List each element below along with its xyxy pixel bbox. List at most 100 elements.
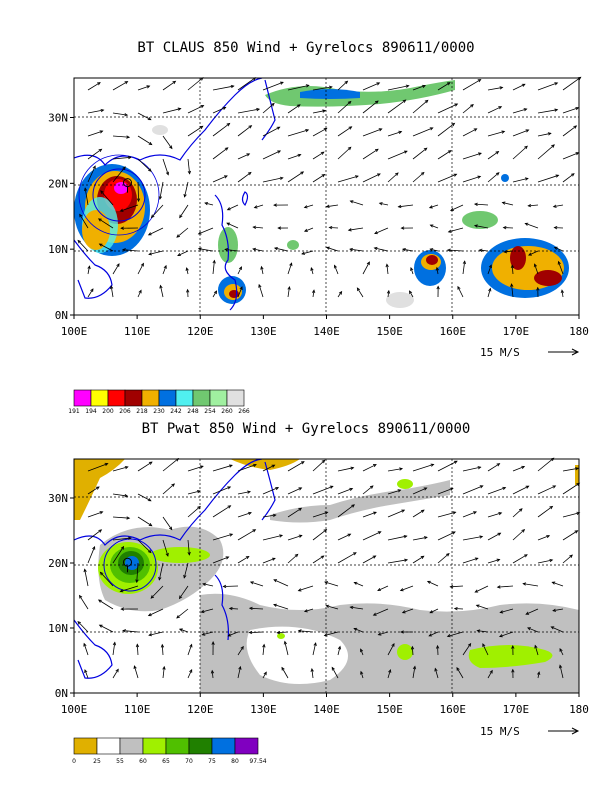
wind-vector	[487, 130, 506, 137]
wind-vector	[333, 264, 339, 275]
wind-vector	[552, 204, 564, 208]
wind-vector	[312, 109, 327, 114]
wind-vector	[187, 77, 204, 91]
wind-vector	[337, 533, 352, 541]
wind-vector	[457, 285, 464, 298]
wind-vector	[183, 181, 189, 198]
wind-vector	[120, 607, 139, 611]
wind-vector	[512, 108, 528, 114]
wind-vector	[176, 608, 189, 619]
wind-vector	[287, 553, 299, 564]
wind-vector	[262, 464, 276, 472]
wind-vector	[77, 239, 89, 252]
wind-vector	[553, 246, 564, 252]
wind-vector	[362, 82, 381, 91]
wind-vector	[462, 511, 478, 518]
colorbar-swatch	[175, 389, 194, 407]
wind-vector	[337, 175, 359, 183]
wind-vector	[435, 644, 440, 656]
wind-vector	[537, 457, 555, 472]
wind-vector	[410, 645, 415, 656]
wind-vector	[237, 171, 252, 183]
wind-vector	[362, 511, 377, 518]
wind-vector	[135, 643, 140, 656]
wind-vector	[551, 581, 564, 587]
wind-vector	[137, 516, 153, 527]
wind-vector	[362, 148, 379, 160]
wind-vector	[197, 247, 214, 252]
colorbar-label: 55	[116, 758, 124, 765]
wind-vector	[287, 171, 305, 183]
x-tick-label: 100E	[61, 703, 88, 716]
wind-vector	[377, 631, 389, 636]
wind-vector	[387, 99, 407, 114]
colorbar-label: 191	[68, 408, 80, 415]
wind-vector	[287, 487, 303, 495]
wind-vector	[533, 263, 539, 275]
colorbar-label: 230	[153, 408, 165, 415]
wind-vector	[79, 213, 89, 229]
wind-vector	[337, 466, 355, 472]
wind-vector	[362, 464, 377, 472]
wind-vector	[158, 562, 164, 581]
wind-vector	[312, 173, 326, 183]
wind-vector	[401, 247, 414, 252]
wind-vector	[262, 534, 284, 541]
wind-vector	[462, 642, 472, 656]
wind-vector	[273, 246, 289, 252]
y-tick-label: 10N	[48, 243, 68, 256]
wind-vector	[474, 585, 489, 593]
y-tick-label: 20N	[48, 177, 68, 190]
wind-vector	[537, 132, 552, 137]
wind-vector	[119, 585, 139, 593]
wind-vector	[387, 534, 408, 541]
wind-vector	[428, 631, 439, 637]
wind-vector	[112, 641, 117, 656]
wind-vector	[303, 204, 314, 209]
claus-north-band-core	[300, 89, 360, 99]
wind-vector	[387, 130, 403, 137]
chart-title-bottom: BT Pwat 850 Wind + Gyrelocs 890611/0000	[141, 421, 471, 437]
wind-vector	[501, 201, 514, 206]
wind-vector	[412, 509, 425, 518]
pwat-yellow-n	[230, 459, 300, 470]
wind-vector	[237, 511, 252, 518]
x-tick-label: 160E	[440, 703, 467, 716]
wind-vector	[162, 665, 166, 679]
wind-vector	[536, 286, 540, 298]
wind-vector	[360, 670, 364, 679]
wind-vector	[337, 146, 352, 160]
x-tick-label: 130E	[250, 703, 277, 716]
wind-vector	[537, 108, 559, 114]
wind-vector	[310, 667, 314, 679]
wind-vector	[212, 464, 233, 472]
wind-vector	[187, 158, 192, 175]
wind-vector	[97, 218, 114, 229]
wind-vector	[487, 264, 492, 275]
wind-vector	[437, 150, 452, 160]
wind-vector	[137, 135, 153, 146]
wind-vector	[162, 539, 169, 557]
wind-vector	[122, 248, 139, 252]
wind-vector	[162, 516, 173, 531]
wind-vector	[412, 463, 435, 472]
colorbar-label: 218	[136, 408, 148, 415]
wind-vector	[487, 172, 500, 183]
wind-vector	[310, 267, 314, 275]
wind-vector	[312, 85, 333, 91]
wind-vector	[160, 643, 165, 656]
wind-vector	[312, 151, 325, 160]
wind-vector	[562, 173, 575, 183]
x-tick-label: 140E	[313, 325, 340, 338]
wind-vector	[237, 153, 251, 160]
wind-vector	[412, 171, 425, 183]
y-tick-label: 20N	[48, 557, 68, 570]
wind-vector	[503, 250, 514, 254]
wind-vector	[137, 112, 152, 121]
wind-vector	[349, 247, 364, 252]
wind-vector	[312, 555, 325, 564]
colorbar-swatch	[192, 389, 211, 407]
y-tick-label: 30N	[48, 492, 68, 505]
vector-ref-head-bottom	[571, 727, 580, 735]
wind-vector	[162, 457, 180, 472]
